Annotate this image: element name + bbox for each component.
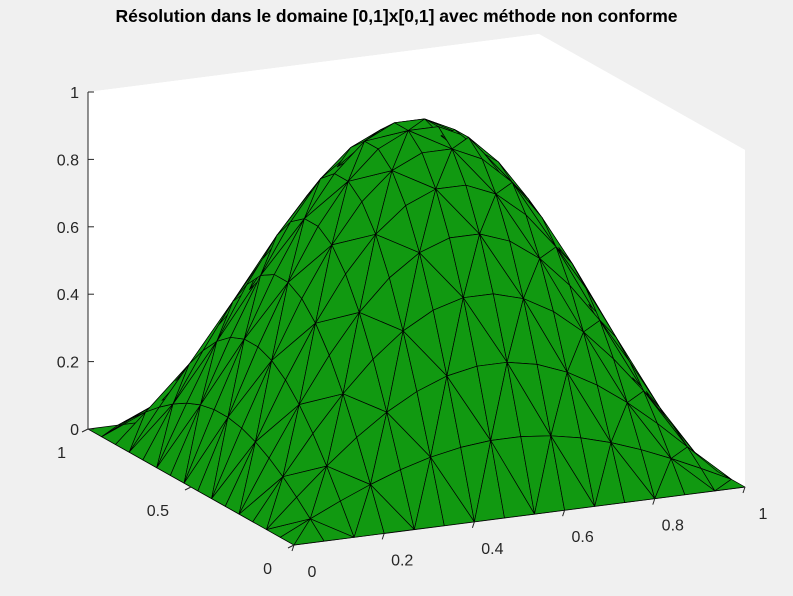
x-tick-label: 0.2 (391, 552, 413, 569)
z-tick-label: 0.6 (57, 220, 79, 237)
x-tick (291, 544, 295, 552)
x-tick-label: 0 (308, 564, 317, 581)
surface-face (670, 458, 716, 496)
x-tick (471, 521, 475, 528)
y-tick (81, 428, 89, 433)
x-tick (381, 533, 385, 540)
y-tick-label: 0 (263, 561, 272, 578)
x-tick-label: 1 (759, 506, 768, 523)
y-tick-label: 1 (57, 445, 66, 462)
surface-face (309, 518, 355, 542)
x-tick-label: 0.8 (662, 518, 684, 535)
surface-face (490, 440, 535, 519)
y-tick (184, 486, 192, 491)
x-tick (652, 498, 656, 505)
z-tick-label: 0.2 (57, 355, 79, 372)
z-tick-label: 0.4 (57, 287, 79, 304)
z-tick-label: 0.8 (57, 152, 79, 169)
y-tick-label: 0.5 (147, 503, 169, 520)
x-tick (562, 510, 566, 517)
chart-title: Résolution dans le domaine [0,1]x[0,1] a… (115, 6, 678, 26)
surface-face (687, 446, 732, 480)
y-tick (287, 544, 295, 549)
surface-face (714, 478, 746, 492)
z-tick-label: 1 (70, 85, 79, 102)
x-tick-label: 0.6 (571, 529, 593, 546)
x-tick-label: 0.4 (481, 541, 503, 558)
x-tick (742, 486, 746, 494)
z-tick-label: 0 (70, 422, 79, 439)
